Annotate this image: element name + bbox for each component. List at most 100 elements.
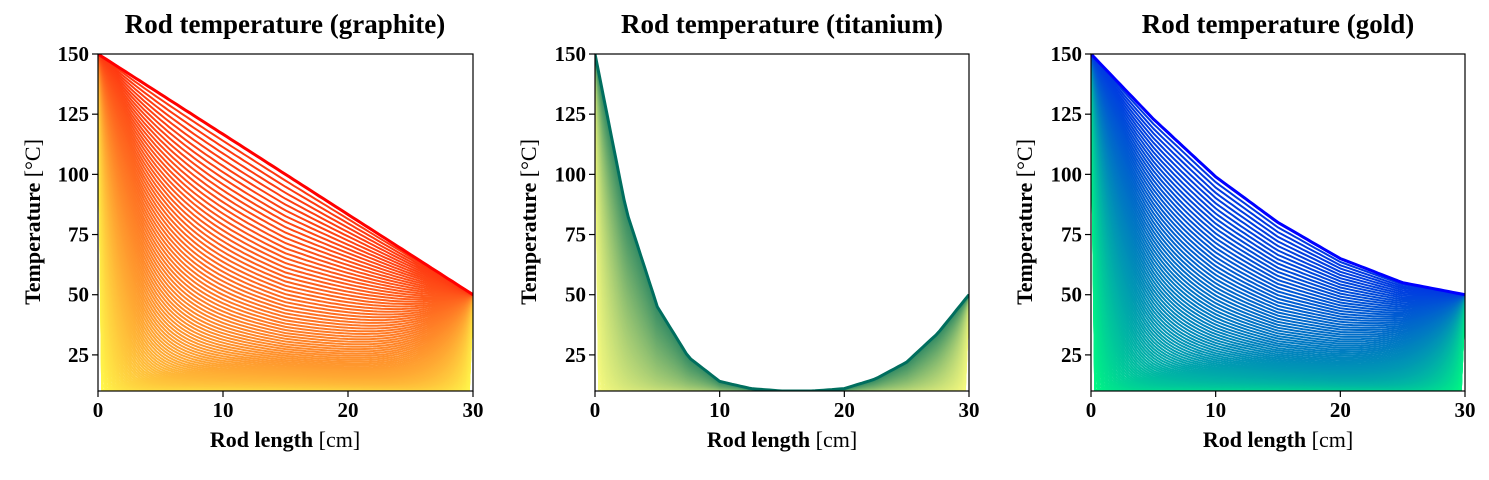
y-tick-label: 50	[68, 283, 89, 307]
x-axis-label-unit: [cm]	[319, 427, 361, 452]
temperature-curve	[98, 54, 473, 341]
temperature-curve	[98, 54, 473, 322]
y-tick-label: 125	[58, 102, 90, 126]
temperature-curve	[98, 54, 473, 336]
x-tick-label: 10	[1205, 398, 1226, 422]
x-tick-label: 0	[93, 398, 104, 422]
temperature-curve	[98, 54, 473, 378]
chart-title: Rod temperature (titanium)	[621, 9, 943, 39]
plot-frame	[594, 53, 970, 392]
chart-panel-graphite: Rod temperature (graphite) 0 10 20 30 25 50 7…	[20, 9, 484, 452]
temperature-curve	[595, 54, 969, 391]
temperature-curve	[98, 54, 473, 296]
temperature-curve	[1091, 54, 1465, 366]
temperature-curve	[1091, 54, 1465, 376]
temperature-curve	[1091, 54, 1465, 359]
temperature-curve	[98, 54, 473, 299]
temperature-curve	[1091, 54, 1465, 331]
temperature-curve	[1091, 54, 1465, 318]
temperature-curve	[1091, 54, 1465, 296]
temperature-curve	[1091, 54, 1465, 329]
y-tick-label: 150	[58, 42, 90, 66]
temperature-curve	[1091, 54, 1465, 301]
temperature-curve	[98, 54, 473, 319]
chart-panel-gold: Rod temperature (gold) 0 10 20 30 25 50 75 100…	[1012, 9, 1476, 452]
temperature-curve	[1091, 54, 1465, 327]
y-axis: 25 50 75 100 125 150	[1051, 42, 1091, 367]
temperature-curve	[1091, 54, 1465, 372]
temperature-curve	[98, 54, 473, 381]
temperature-curve	[1091, 54, 1465, 374]
temperature-curve	[98, 54, 473, 296]
temperature-curve	[1091, 54, 1465, 379]
plot-area	[1091, 54, 1465, 391]
temperature-curve	[98, 54, 473, 324]
y-tick-label: 125	[1051, 102, 1083, 126]
y-tick-label: 50	[565, 283, 586, 307]
temperature-curve	[1091, 54, 1465, 380]
temperature-curve	[1091, 54, 1465, 307]
x-axis: 0 10 20 30	[1086, 391, 1476, 422]
temperature-curve	[1091, 54, 1465, 356]
y-tick-label: 25	[565, 343, 586, 367]
temperature-curve	[1091, 54, 1465, 363]
temperature-curve	[98, 54, 473, 365]
temperature-curve	[98, 54, 473, 372]
temperature-curve	[1091, 54, 1465, 351]
y-tick-label: 75	[565, 223, 586, 247]
temperature-curve	[1091, 54, 1465, 320]
temperature-curve	[1091, 54, 1465, 338]
temperature-curve	[1091, 54, 1465, 297]
x-axis-label-main: Rod length	[1203, 427, 1306, 452]
temperature-curve	[1091, 54, 1465, 364]
temperature-curve	[98, 54, 473, 353]
y-axis: 25 50 75 100 125 150	[555, 42, 595, 367]
temperature-curve	[98, 54, 473, 296]
temperature-curve	[98, 54, 473, 305]
temperature-curve	[1091, 54, 1465, 312]
temperature-curve	[98, 54, 473, 359]
chart-title: Rod temperature (gold)	[1142, 9, 1414, 39]
plot-area	[595, 54, 969, 391]
x-axis: 0 10 20 30	[590, 391, 980, 422]
temperature-curve	[98, 54, 473, 361]
temperature-curve	[1091, 54, 1465, 343]
temperature-curve	[98, 54, 473, 327]
temperature-curve	[98, 54, 473, 343]
y-tick-label: 150	[555, 42, 587, 66]
y-tick-label: 100	[1051, 162, 1083, 186]
y-axis-label-unit: [°C]	[516, 139, 541, 177]
temperature-curve	[98, 54, 473, 370]
x-axis: 0 10 20 30	[93, 391, 484, 422]
temperature-curve	[1091, 54, 1465, 334]
x-axis-label: Rod length [cm]	[210, 427, 360, 452]
temperature-curve	[98, 54, 473, 346]
temperature-curve	[1091, 54, 1465, 296]
temperature-curve	[595, 54, 969, 391]
y-axis-label: Temperature [°C]	[516, 139, 541, 305]
x-tick-label: 20	[1330, 398, 1351, 422]
temperature-curve	[1091, 54, 1465, 309]
temperature-curve	[98, 54, 473, 296]
temperature-curve	[1091, 54, 1465, 314]
temperature-curve	[1091, 54, 1465, 349]
temperature-curve	[1091, 54, 1465, 296]
temperature-curve	[98, 54, 473, 296]
temperature-curve	[1091, 54, 1465, 298]
chart-title: Rod temperature (graphite)	[125, 9, 445, 39]
temperature-curve	[1091, 54, 1465, 345]
y-tick-label: 100	[555, 162, 587, 186]
temperature-curve	[98, 54, 473, 296]
temperature-curve	[98, 54, 473, 313]
temperature-curve	[1091, 54, 1465, 305]
temperature-curve	[98, 54, 473, 367]
temperature-curve	[98, 54, 473, 296]
temperature-curve	[98, 54, 473, 373]
temperature-curve	[1091, 54, 1465, 368]
temperature-curve	[98, 54, 473, 296]
y-axis-label-main: Temperature	[1012, 182, 1037, 304]
temperature-curve	[1091, 54, 1465, 369]
temperature-curve	[98, 54, 473, 375]
temperature-curve	[1091, 54, 1465, 381]
